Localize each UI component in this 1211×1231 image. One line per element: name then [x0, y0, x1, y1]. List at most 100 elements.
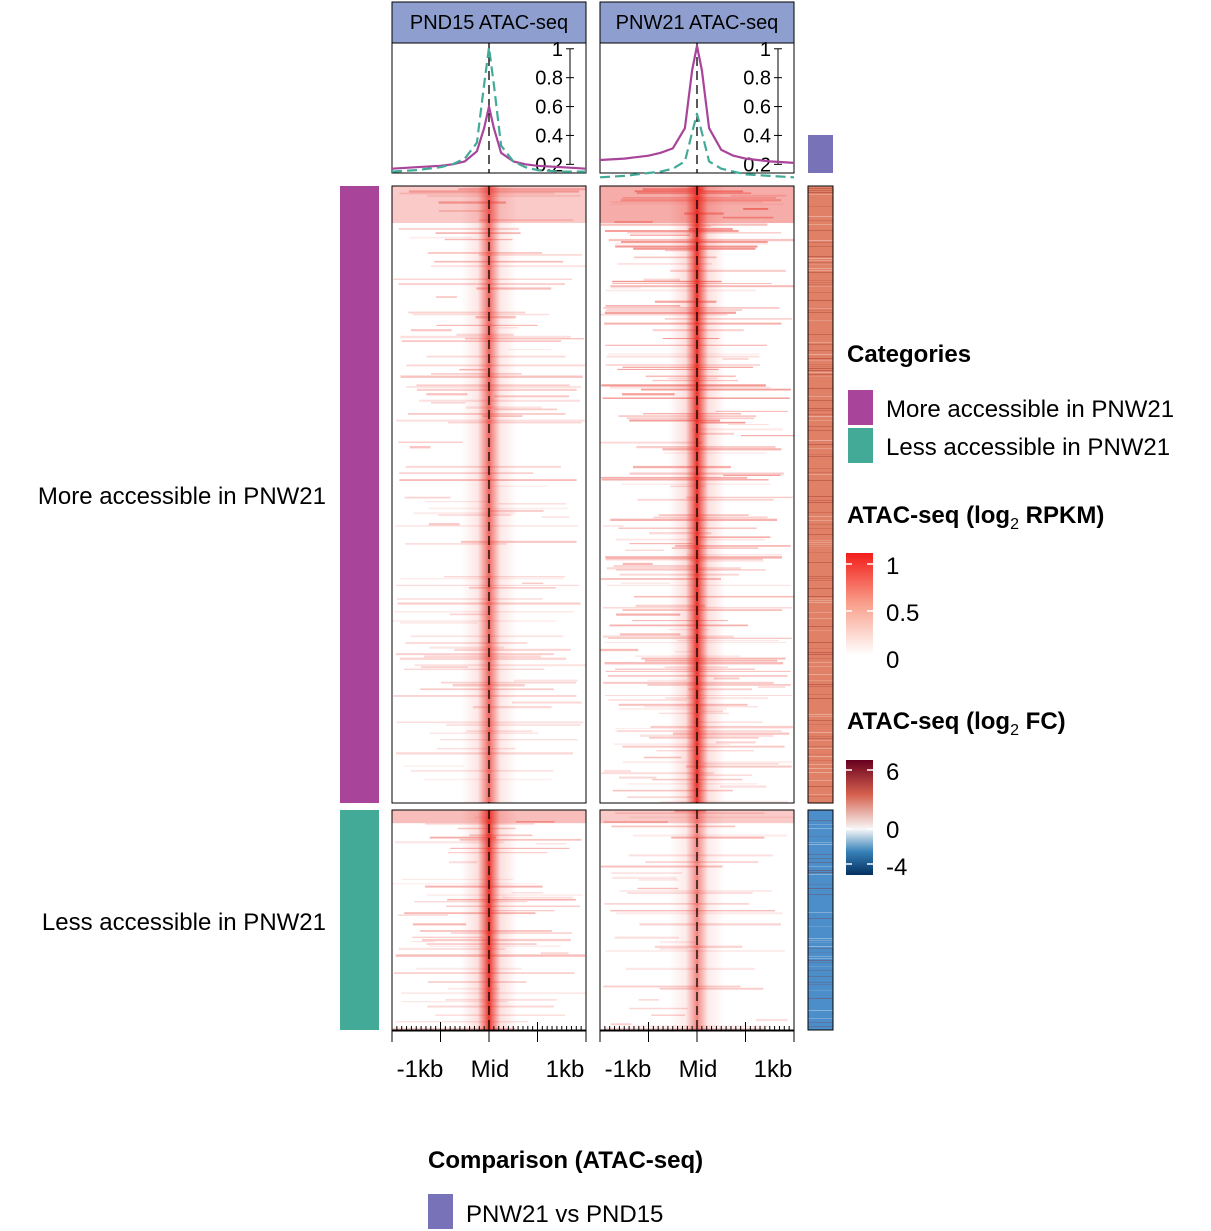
profile-y-tick-label: 0.8	[743, 68, 771, 90]
legend-swatch-more	[848, 390, 873, 425]
fc-annotation-row	[808, 264, 833, 265]
heatmap-border	[599, 185, 795, 804]
heatmap-row	[411, 941, 436, 943]
heatmap-row	[716, 741, 756, 744]
heatmap-row	[398, 227, 519, 230]
heatmap-row	[650, 725, 793, 728]
heatmap-row	[392, 1027, 516, 1030]
heatmap-row	[612, 280, 722, 283]
heatmap-row	[618, 703, 748, 706]
heatmap-row	[639, 923, 781, 926]
heatmap-row	[692, 428, 783, 431]
heatmap-row	[428, 507, 569, 510]
fc-annotation-row	[808, 534, 833, 535]
fc-annotation-row	[808, 796, 833, 797]
fc-annotation-row	[808, 738, 833, 739]
legend-fc-title: ATAC-seq (log2 FC)	[847, 708, 1066, 739]
heatmap-row	[502, 896, 573, 899]
heatmap-row	[399, 192, 555, 195]
x-tick-label: Mid	[679, 1056, 718, 1083]
heatmap-pnd15-less	[391, 809, 587, 1031]
heatmap-row	[475, 316, 516, 319]
heatmap-row	[635, 604, 706, 607]
fc-annotation-row	[808, 240, 833, 241]
fc-annotation-row	[808, 272, 833, 273]
heatmap-row	[654, 945, 743, 948]
heatmap-row	[416, 967, 522, 970]
heatmap-row	[627, 232, 782, 234]
fc-annotation-row	[808, 502, 833, 503]
heatmap-row	[601, 479, 769, 481]
fc-annotation-row	[808, 282, 833, 283]
heatmap-row	[664, 318, 792, 320]
heatmap-row	[392, 620, 556, 622]
heatmap-row	[536, 843, 567, 845]
heatmap-row	[605, 230, 739, 232]
heatmap-row	[404, 496, 451, 499]
fc-annotation-row	[808, 962, 833, 963]
heatmap-row	[722, 357, 749, 361]
heatmap-row	[469, 834, 533, 837]
heatmap-row	[395, 653, 554, 656]
fc-annotation-row	[808, 420, 833, 421]
heatmap-row	[643, 756, 682, 759]
fc-annotation-row	[808, 364, 833, 365]
heatmap-row	[457, 827, 516, 830]
heatmap-row	[659, 987, 764, 990]
heatmap-row	[408, 190, 579, 193]
fc-annotation-row	[808, 958, 833, 959]
heatmap-row	[428, 981, 527, 983]
heatmap-row	[606, 309, 743, 311]
heatmap-row	[614, 221, 653, 223]
heatmap-row	[436, 324, 538, 326]
fc-annotation-row	[808, 720, 833, 721]
heatmap-row	[615, 243, 768, 245]
legend-rpkm: ATAC-seq (log2 RPKM) 1 0.5 0	[846, 502, 1104, 674]
heatmap-row	[632, 620, 728, 622]
fc-annotation-row	[808, 772, 833, 773]
heatmap-row	[620, 633, 681, 636]
fc-annotation-row	[808, 300, 833, 301]
heatmap-row	[728, 424, 769, 426]
heatmap-row	[405, 642, 528, 644]
heatmap-row	[647, 684, 791, 686]
heatmap-row	[412, 923, 467, 926]
heatmap-row	[410, 635, 564, 638]
heatmap-row	[668, 628, 711, 631]
heatmap-row	[401, 1001, 508, 1003]
heatmap-row	[629, 419, 720, 422]
heatmap-row	[615, 728, 792, 730]
category-bar-more	[340, 186, 379, 803]
heatmap-row	[643, 278, 681, 281]
fc-annotation-row	[808, 360, 833, 361]
fc-annotation-row	[808, 956, 833, 957]
heatmap-row	[633, 465, 731, 469]
legend-categories: Categories More accessible in PNW21 Less…	[847, 341, 1174, 463]
fc-annotation-row	[808, 602, 833, 603]
heatmap-row	[622, 562, 653, 565]
heatmap-row	[395, 954, 585, 957]
heatmap-row	[619, 573, 739, 576]
heatmap-row	[604, 322, 782, 325]
heatmap-row	[619, 708, 727, 710]
fc-annotation-row	[808, 982, 833, 983]
heatmap-row	[605, 364, 760, 366]
heatmap-row	[628, 816, 794, 818]
fc-annotation-row	[808, 926, 833, 927]
heatmap-row	[401, 992, 586, 995]
heatmap-row	[636, 446, 776, 449]
fc-annotation-row	[808, 474, 833, 475]
heatmap-row	[405, 465, 561, 468]
heatmap-row	[619, 776, 657, 779]
category-bar-less	[340, 810, 379, 1030]
fc-annotation-row	[808, 448, 833, 449]
heatmap-row	[670, 269, 786, 272]
fc-annotation-row	[808, 206, 833, 207]
heatmap-row	[616, 613, 681, 616]
heatmap-row	[410, 329, 452, 332]
heatmap-row	[451, 932, 572, 934]
fc-annotation-row	[808, 600, 833, 601]
fc-annotation-row	[808, 496, 833, 497]
fc-annotation-row	[808, 1022, 833, 1023]
